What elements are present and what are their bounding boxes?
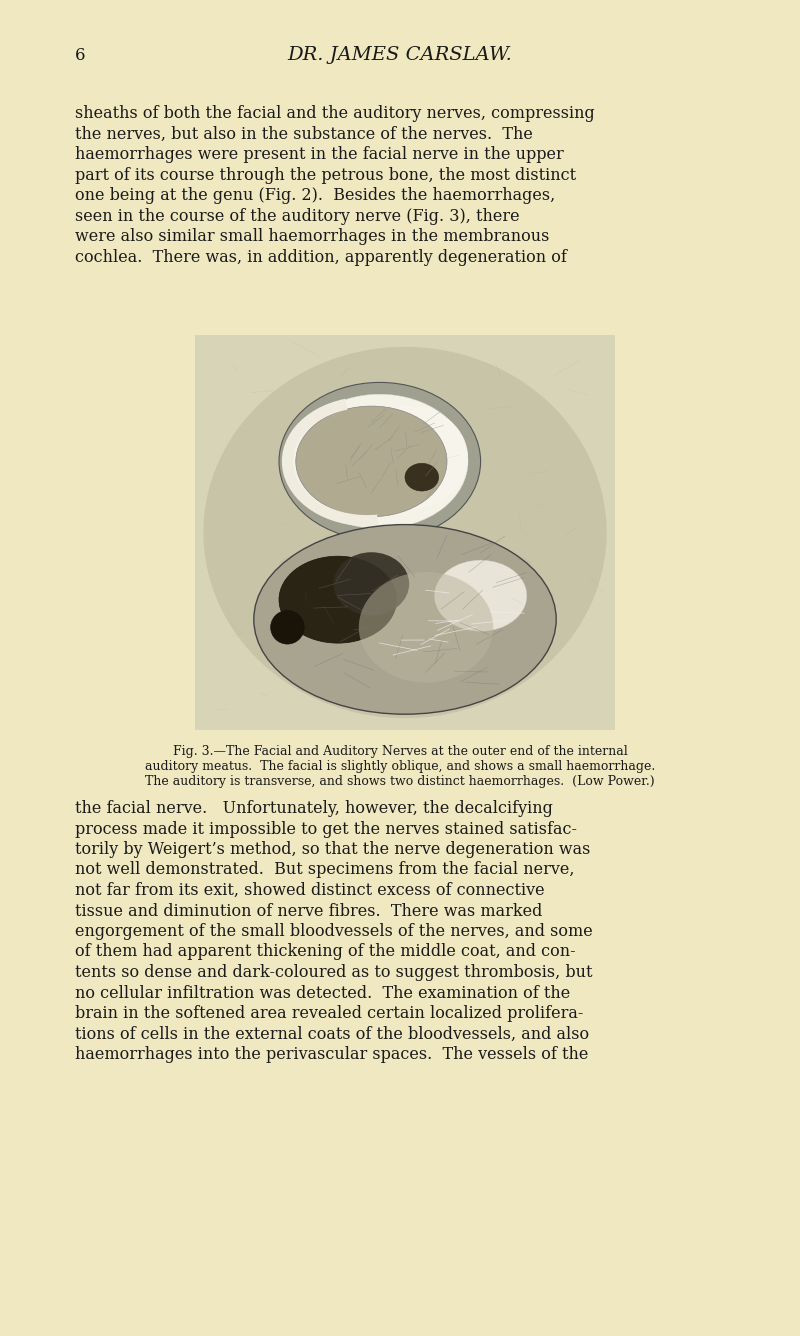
Text: brain in the softened area revealed certain localized prolifera-: brain in the softened area revealed cert… [75,1005,583,1022]
Text: part of its course through the petrous bone, the most distinct: part of its course through the petrous b… [75,167,576,183]
Ellipse shape [254,525,556,715]
Text: the facial nerve.   Unfortunately, however, the decalcifying: the facial nerve. Unfortunately, however… [75,800,553,818]
Text: no cellular infiltration was detected.  The examination of the: no cellular infiltration was detected. T… [75,985,570,1002]
Text: of them had apparent thickening of the middle coat, and con-: of them had apparent thickening of the m… [75,943,576,961]
Text: sheaths of both the facial and the auditory nerves, compressing: sheaths of both the facial and the audit… [75,106,594,122]
Text: the nerves, but also in the substance of the nerves.  The: the nerves, but also in the substance of… [75,126,533,143]
Ellipse shape [350,406,468,509]
Text: one being at the genu (Fig. 2).  Besides the haemorrhages,: one being at the genu (Fig. 2). Besides … [75,187,555,204]
Text: The auditory is transverse, and shows two distinct haemorrhages.  (Low Power.): The auditory is transverse, and shows tw… [145,775,655,788]
Text: seen in the course of the auditory nerve (Fig. 3), there: seen in the course of the auditory nerve… [75,207,520,224]
Text: torily by Weigert’s method, so that the nerve degeneration was: torily by Weigert’s method, so that the … [75,840,590,858]
Text: not well demonstrated.  But specimens from the facial nerve,: not well demonstrated. But specimens fro… [75,862,574,879]
Ellipse shape [405,464,438,492]
Ellipse shape [279,544,531,584]
Ellipse shape [296,406,447,517]
Circle shape [270,611,304,644]
Text: tions of cells in the external coats of the bloodvessels, and also: tions of cells in the external coats of … [75,1026,589,1042]
Text: haemorrhages were present in the facial nerve in the upper: haemorrhages were present in the facial … [75,146,564,163]
Text: were also similar small haemorrhages in the membranous: were also similar small haemorrhages in … [75,228,550,244]
Ellipse shape [279,556,397,643]
Text: haemorrhages into the perivascular spaces.  The vessels of the: haemorrhages into the perivascular space… [75,1046,588,1063]
Text: tissue and diminution of nerve fibres.  There was marked: tissue and diminution of nerve fibres. T… [75,903,542,919]
Text: cochlea.  There was, in addition, apparently degeneration of: cochlea. There was, in addition, apparen… [75,248,567,266]
Text: Fig. 3.—The Facial and Auditory Nerves at the outer end of the internal: Fig. 3.—The Facial and Auditory Nerves a… [173,745,627,758]
Ellipse shape [358,572,493,683]
Text: auditory meatus.  The facial is slightly oblique, and shows a small haemorrhage.: auditory meatus. The facial is slightly … [145,760,655,774]
Text: tents so dense and dark-coloured as to suggest thrombosis, but: tents so dense and dark-coloured as to s… [75,965,593,981]
Ellipse shape [292,394,468,529]
Bar [195,335,615,729]
Ellipse shape [279,382,481,540]
Ellipse shape [203,347,606,719]
Ellipse shape [334,552,410,616]
Text: DR. JAMES CARSLAW.: DR. JAMES CARSLAW. [287,45,513,64]
Text: not far from its exit, showed distinct excess of connective: not far from its exit, showed distinct e… [75,882,545,899]
Text: 6: 6 [75,47,86,64]
Text: process made it impossible to get the nerves stained satisfac-: process made it impossible to get the ne… [75,820,577,838]
Ellipse shape [434,560,527,631]
Text: engorgement of the small bloodvessels of the nerves, and some: engorgement of the small bloodvessels of… [75,923,593,941]
